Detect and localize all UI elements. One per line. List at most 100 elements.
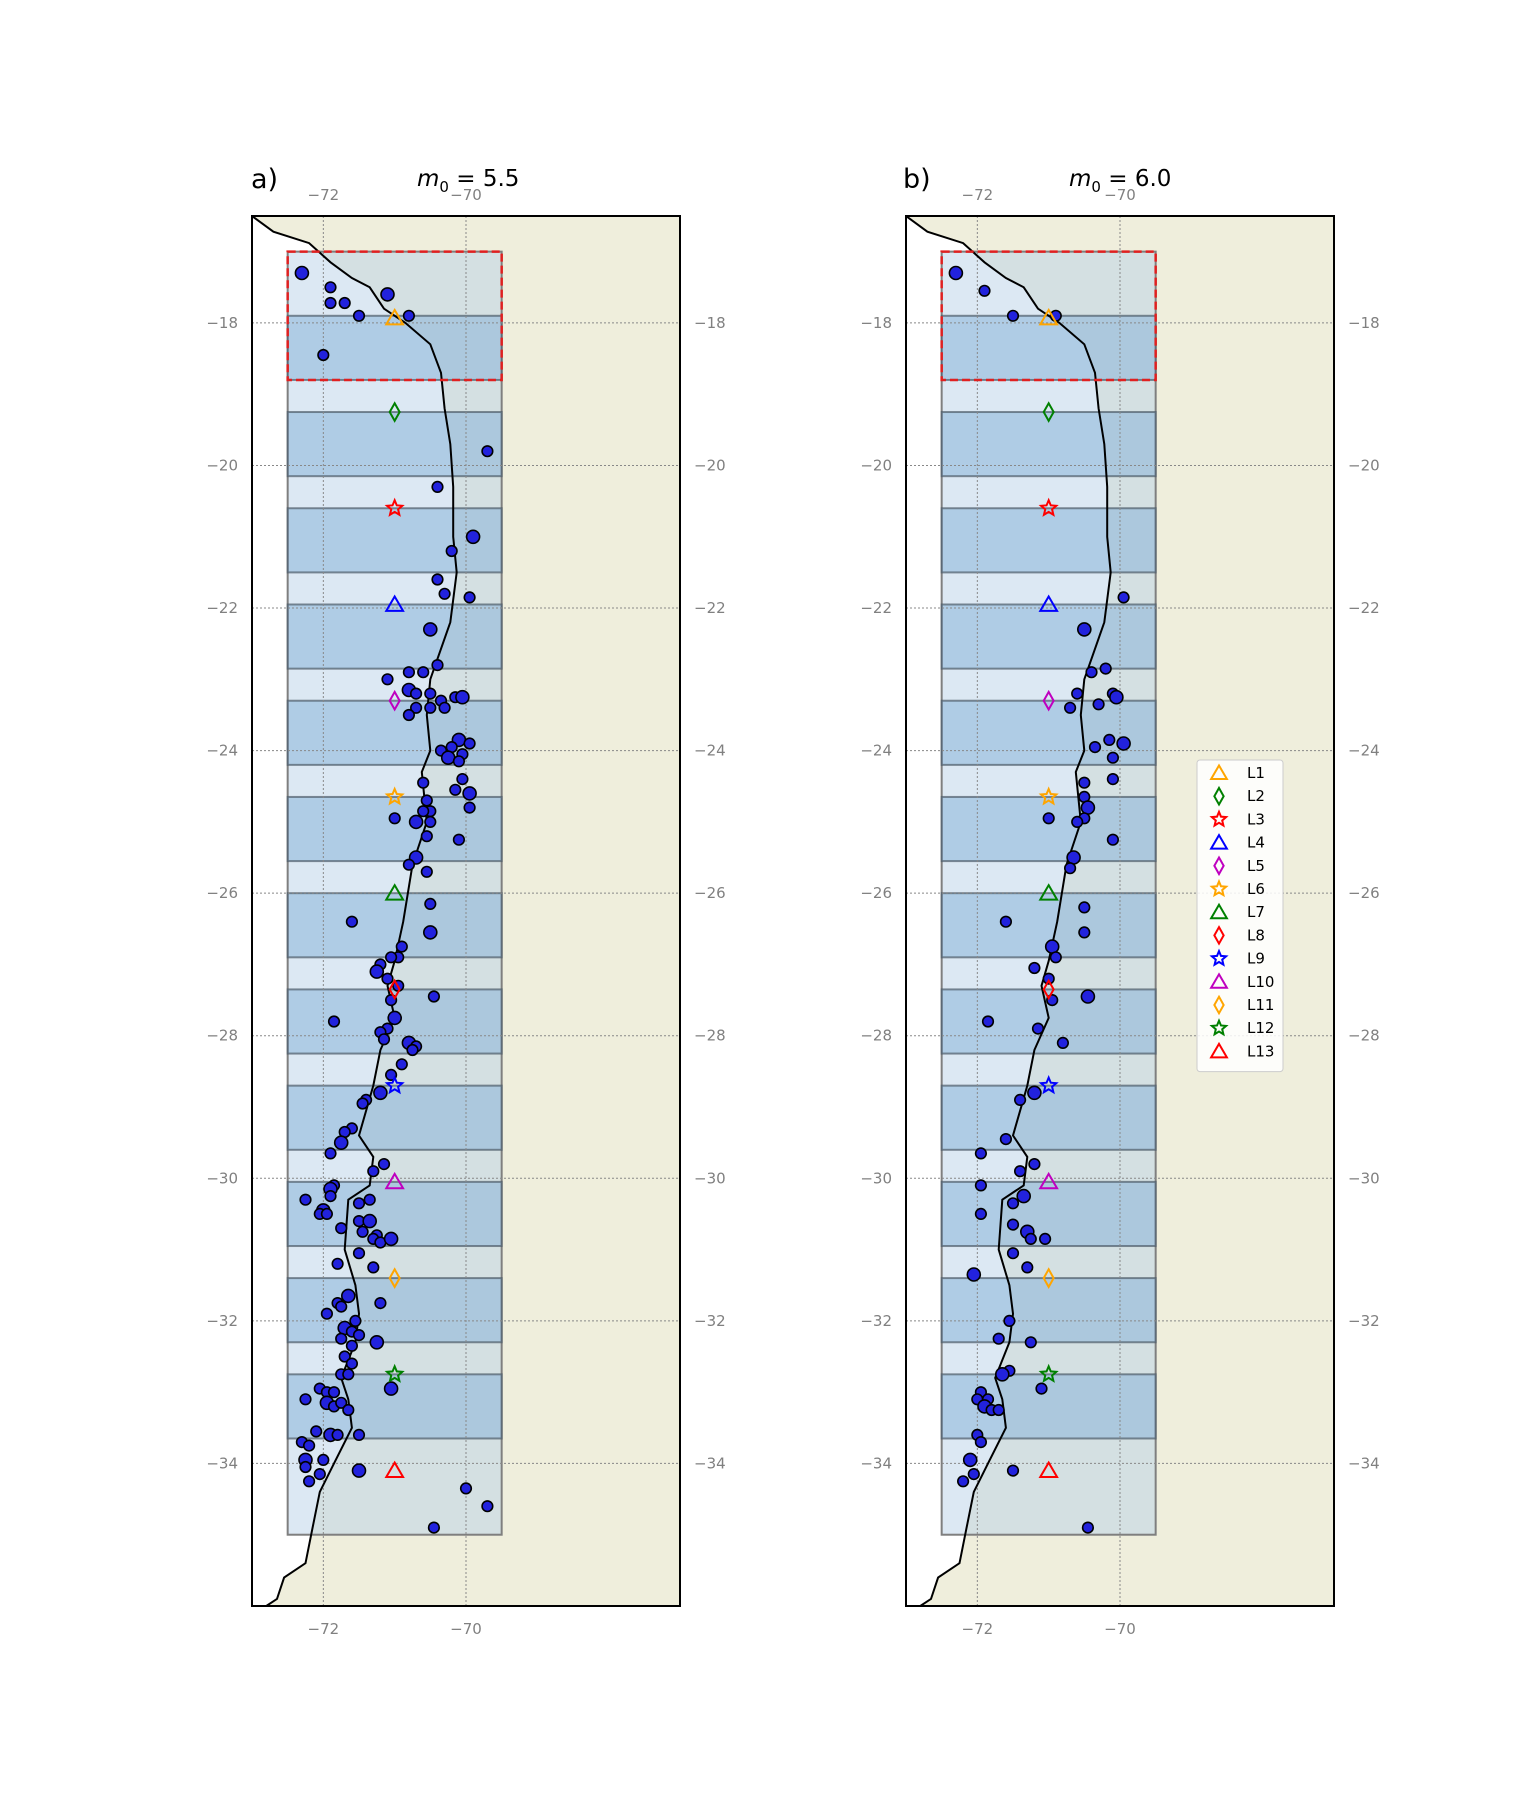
event-point xyxy=(999,1132,1013,1146)
event-point xyxy=(1078,776,1091,789)
event-point xyxy=(327,1386,341,1399)
station-marker-L3 xyxy=(1038,497,1059,517)
event-point xyxy=(981,1015,995,1028)
event-point xyxy=(383,1231,399,1247)
segment-band-12 xyxy=(940,1373,1157,1440)
station-marker-L7 xyxy=(1038,883,1059,901)
event-point xyxy=(387,1010,403,1026)
legend-marker-L9 xyxy=(1209,948,1229,967)
x-tick-label-bottom: −70 xyxy=(1104,1620,1136,1638)
x-tick-label-bottom: −72 xyxy=(308,1620,340,1638)
legend-marker-L5 xyxy=(1213,855,1225,877)
event-point xyxy=(402,858,416,871)
event-point xyxy=(303,1475,316,1488)
event-point xyxy=(417,805,430,818)
station-marker-L10 xyxy=(384,1171,405,1190)
event-point xyxy=(363,1193,376,1206)
y-tick-label-right: −18 xyxy=(694,314,726,332)
event-point xyxy=(356,1097,369,1110)
event-point xyxy=(424,815,437,829)
event-point xyxy=(408,814,424,830)
event-point xyxy=(1003,1314,1016,1327)
y-tick-label-left: −32 xyxy=(860,1312,892,1330)
event-point xyxy=(449,783,462,796)
legend-label: L1 xyxy=(1247,764,1265,782)
event-point xyxy=(463,591,476,604)
event-point xyxy=(383,1381,399,1396)
event-point xyxy=(367,1261,380,1274)
event-point xyxy=(331,1257,344,1270)
panel-a: a) m0 = 5.5 −72 −72 −70 −70 −18 −18 −20 −20 −22 −… xyxy=(206,164,725,1638)
y-tick-label-left: −26 xyxy=(860,884,892,902)
event-point xyxy=(294,265,310,281)
event-point xyxy=(1106,833,1119,846)
event-point xyxy=(1006,1197,1020,1210)
event-point xyxy=(362,1213,378,1229)
event-point xyxy=(352,1197,366,1210)
y-tick-label-left: −22 xyxy=(860,599,892,617)
event-point xyxy=(317,348,330,362)
event-point xyxy=(1006,1464,1020,1477)
event-point xyxy=(456,772,469,786)
event-point xyxy=(1024,1232,1037,1245)
event-point xyxy=(320,1207,334,1220)
x-tick-label-bottom: −72 xyxy=(962,1620,994,1638)
event-point xyxy=(340,1288,356,1304)
event-point xyxy=(335,1332,348,1345)
event-point xyxy=(452,755,466,768)
station-marker-L1 xyxy=(1038,307,1059,326)
event-point xyxy=(424,897,437,911)
y-tick-label-left: −34 xyxy=(860,1454,892,1472)
legend: L1 L2 L3 L4 L5 L6 L7 L8 L9 L10 L11 L12 L13 xyxy=(1196,759,1284,1073)
event-point xyxy=(395,940,408,953)
event-point xyxy=(1071,815,1084,829)
legend-label: L6 xyxy=(1247,880,1265,898)
event-point xyxy=(1063,862,1077,875)
station-marker-L11 xyxy=(388,1267,401,1289)
y-tick-label-right: −22 xyxy=(694,599,726,617)
event-point xyxy=(999,915,1013,928)
event-point xyxy=(377,1033,391,1046)
segment-band-9 xyxy=(940,1084,1157,1151)
y-tick-label-left: −30 xyxy=(206,1169,238,1187)
event-point xyxy=(335,1222,348,1235)
station-marker-L7 xyxy=(384,883,405,901)
event-point xyxy=(1077,622,1092,637)
station-marker-L2 xyxy=(388,401,401,423)
y-tick-label-left: −20 xyxy=(860,456,892,474)
event-point xyxy=(948,265,964,281)
event-point xyxy=(351,1463,367,1478)
event-point xyxy=(1016,1188,1032,1204)
legend-marker-L3 xyxy=(1209,809,1229,828)
event-point xyxy=(327,1015,341,1028)
y-tick-label-right: −30 xyxy=(694,1169,726,1187)
event-point xyxy=(1027,1085,1042,1101)
map-frame xyxy=(905,215,1335,1607)
station-marker-L13 xyxy=(1038,1460,1059,1478)
panel-a-title: m0 = 5.5 xyxy=(417,166,519,196)
event-point xyxy=(424,687,437,700)
station-marker-L9 xyxy=(384,1075,405,1095)
event-point xyxy=(417,776,430,789)
y-tick-label-right: −32 xyxy=(694,1312,726,1330)
y-tick-label-left: −34 xyxy=(206,1454,238,1472)
legend-label: L12 xyxy=(1247,1019,1274,1037)
event-point xyxy=(455,689,470,705)
station-marker-L9 xyxy=(1038,1075,1059,1095)
highlight-box xyxy=(940,250,1157,382)
station-marker-L6 xyxy=(1038,786,1059,806)
legend-marker-L7 xyxy=(1209,902,1229,920)
legend-marker-L6 xyxy=(1209,878,1229,898)
y-tick-label-right: −26 xyxy=(694,884,726,902)
event-point xyxy=(406,1043,419,1057)
event-point xyxy=(310,1425,323,1438)
event-point xyxy=(1063,701,1077,714)
event-point xyxy=(1024,1336,1037,1349)
station-marker-L8 xyxy=(1042,978,1055,1001)
event-point xyxy=(431,573,444,586)
station-marker-L3 xyxy=(384,497,405,517)
event-point xyxy=(962,1452,978,1468)
segment-band-6 xyxy=(940,795,1157,863)
event-point xyxy=(374,1296,387,1310)
event-point xyxy=(1006,1247,1020,1260)
